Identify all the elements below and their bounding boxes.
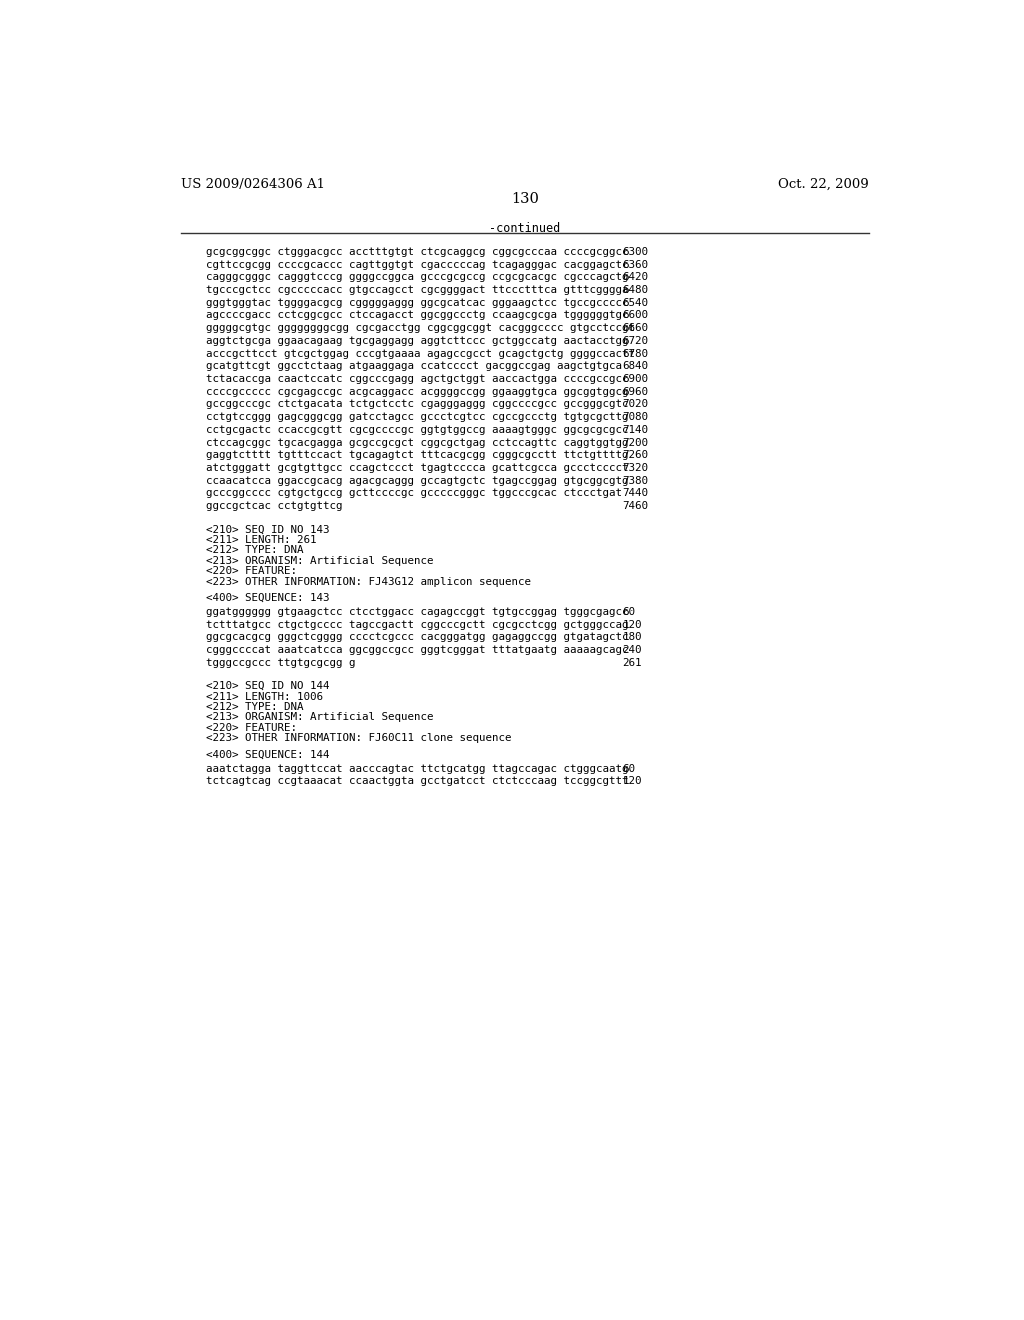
Text: 240: 240 bbox=[623, 645, 642, 655]
Text: gcccggcccc cgtgctgccg gcttccccgc gcccccgggc tggcccgcac ctccctgat: gcccggcccc cgtgctgccg gcttccccgc gcccccg… bbox=[206, 488, 622, 499]
Text: <210> SEQ ID NO 143: <210> SEQ ID NO 143 bbox=[206, 524, 329, 535]
Text: 6300: 6300 bbox=[623, 247, 648, 257]
Text: <213> ORGANISM: Artificial Sequence: <213> ORGANISM: Artificial Sequence bbox=[206, 556, 433, 566]
Text: US 2009/0264306 A1: US 2009/0264306 A1 bbox=[180, 178, 325, 190]
Text: 6720: 6720 bbox=[623, 335, 648, 346]
Text: ccaacatcca ggaccgcacg agacgcaggg gccagtgctc tgagccggag gtgcggcgtg: ccaacatcca ggaccgcacg agacgcaggg gccagtg… bbox=[206, 475, 628, 486]
Text: 7200: 7200 bbox=[623, 437, 648, 447]
Text: gcgcggcggc ctgggacgcc acctttgtgt ctcgcaggcg cggcgcccaa ccccgcggcc: gcgcggcggc ctgggacgcc acctttgtgt ctcgcag… bbox=[206, 247, 628, 257]
Text: <211> LENGTH: 1006: <211> LENGTH: 1006 bbox=[206, 692, 323, 702]
Text: Oct. 22, 2009: Oct. 22, 2009 bbox=[778, 178, 869, 190]
Text: tgcccgctcc cgcccccacc gtgccagcct cgcggggact ttccctttca gtttcgggga: tgcccgctcc cgcccccacc gtgccagcct cgcgggg… bbox=[206, 285, 628, 296]
Text: tctacaccga caactccatc cggcccgagg agctgctggt aaccactgga ccccgccgcc: tctacaccga caactccatc cggcccgagg agctgct… bbox=[206, 374, 628, 384]
Text: ccccgccccc cgcgagccgc acgcaggacc acggggccgg ggaaggtgca ggcggtggcg: ccccgccccc cgcgagccgc acgcaggacc acggggc… bbox=[206, 387, 628, 397]
Text: 130: 130 bbox=[511, 193, 539, 206]
Text: ggcgcacgcg gggctcgggg cccctcgccc cacgggatgg gagaggccgg gtgatagctc: ggcgcacgcg gggctcgggg cccctcgccc cacggga… bbox=[206, 632, 628, 643]
Text: cagggcgggc cagggtcccg ggggccggca gcccgcgccg ccgcgcacgc cgcccagctg: cagggcgggc cagggtcccg ggggccggca gcccgcg… bbox=[206, 272, 628, 282]
Text: 180: 180 bbox=[623, 632, 642, 643]
Text: <220> FEATURE:: <220> FEATURE: bbox=[206, 723, 297, 733]
Text: 6840: 6840 bbox=[623, 362, 648, 371]
Text: gaggtctttt tgtttccact tgcagagtct tttcacgcgg cgggcgcctt ttctgttttg: gaggtctttt tgtttccact tgcagagtct tttcacg… bbox=[206, 450, 628, 461]
Text: 6480: 6480 bbox=[623, 285, 648, 296]
Text: ggccgctcac cctgtgttcg: ggccgctcac cctgtgttcg bbox=[206, 502, 342, 511]
Text: tctcagtcag ccgtaaacat ccaactggta gcctgatcct ctctcccaag tccggcgttt: tctcagtcag ccgtaaacat ccaactggta gcctgat… bbox=[206, 776, 628, 787]
Text: 6360: 6360 bbox=[623, 260, 648, 269]
Text: gggtgggtac tggggacgcg cgggggaggg ggcgcatcac gggaagctcc tgccgccccc: gggtgggtac tggggacgcg cgggggaggg ggcgcat… bbox=[206, 298, 628, 308]
Text: 6960: 6960 bbox=[623, 387, 648, 397]
Text: 7260: 7260 bbox=[623, 450, 648, 461]
Text: gccggcccgc ctctgacata tctgctcctc cgagggaggg cggccccgcc gccgggcgtc: gccggcccgc ctctgacata tctgctcctc cgaggga… bbox=[206, 400, 628, 409]
Text: 7020: 7020 bbox=[623, 400, 648, 409]
Text: cctgtccggg gagcgggcgg gatcctagcc gccctcgtcc cgccgccctg tgtgcgcttg: cctgtccggg gagcgggcgg gatcctagcc gccctcg… bbox=[206, 412, 628, 422]
Text: 6420: 6420 bbox=[623, 272, 648, 282]
Text: 6540: 6540 bbox=[623, 298, 648, 308]
Text: ggatgggggg gtgaagctcc ctcctggacc cagagccggt tgtgccggag tgggcgagcc: ggatgggggg gtgaagctcc ctcctggacc cagagcc… bbox=[206, 607, 628, 616]
Text: 120: 120 bbox=[623, 619, 642, 630]
Text: cgggccccat aaatcatcca ggcggccgcc gggtcgggat tttatgaatg aaaaagcagc: cgggccccat aaatcatcca ggcggccgcc gggtcgg… bbox=[206, 645, 628, 655]
Text: <220> FEATURE:: <220> FEATURE: bbox=[206, 566, 297, 576]
Text: <400> SEQUENCE: 143: <400> SEQUENCE: 143 bbox=[206, 593, 329, 603]
Text: agccccgacc cctcggcgcc ctccagacct ggcggccctg ccaagcgcga tggggggtgc: agccccgacc cctcggcgcc ctccagacct ggcggcc… bbox=[206, 310, 628, 321]
Text: 7380: 7380 bbox=[623, 475, 648, 486]
Text: 7080: 7080 bbox=[623, 412, 648, 422]
Text: 6660: 6660 bbox=[623, 323, 648, 333]
Text: <223> OTHER INFORMATION: FJ60C11 clone sequence: <223> OTHER INFORMATION: FJ60C11 clone s… bbox=[206, 733, 511, 743]
Text: 6600: 6600 bbox=[623, 310, 648, 321]
Text: 60: 60 bbox=[623, 763, 636, 774]
Text: 120: 120 bbox=[623, 776, 642, 787]
Text: 261: 261 bbox=[623, 657, 642, 668]
Text: gggggcgtgc ggggggggcgg cgcgacctgg cggcggcggt cacgggcccc gtgcctccgt: gggggcgtgc ggggggggcgg cgcgacctgg cggcgg… bbox=[206, 323, 635, 333]
Text: gcatgttcgt ggcctctaag atgaaggaga ccatcccct gacggccgag aagctgtgca: gcatgttcgt ggcctctaag atgaaggaga ccatccc… bbox=[206, 362, 622, 371]
Text: <211> LENGTH: 261: <211> LENGTH: 261 bbox=[206, 535, 316, 545]
Text: acccgcttcct gtcgctggag cccgtgaaaa agagccgcct gcagctgctg ggggccactt: acccgcttcct gtcgctggag cccgtgaaaa agagcc… bbox=[206, 348, 635, 359]
Text: -continued: -continued bbox=[489, 222, 560, 235]
Text: 6900: 6900 bbox=[623, 374, 648, 384]
Text: 7440: 7440 bbox=[623, 488, 648, 499]
Text: <213> ORGANISM: Artificial Sequence: <213> ORGANISM: Artificial Sequence bbox=[206, 713, 433, 722]
Text: tctttatgcc ctgctgcccc tagccgactt cggcccgctt cgcgcctcgg gctgggccag: tctttatgcc ctgctgcccc tagccgactt cggcccg… bbox=[206, 619, 628, 630]
Text: <212> TYPE: DNA: <212> TYPE: DNA bbox=[206, 702, 303, 711]
Text: <400> SEQUENCE: 144: <400> SEQUENCE: 144 bbox=[206, 750, 329, 760]
Text: <212> TYPE: DNA: <212> TYPE: DNA bbox=[206, 545, 303, 556]
Text: 7140: 7140 bbox=[623, 425, 648, 434]
Text: cctgcgactc ccaccgcgtt cgcgccccgc ggtgtggccg aaaagtgggc ggcgcgcgcc: cctgcgactc ccaccgcgtt cgcgccccgc ggtgtgg… bbox=[206, 425, 628, 434]
Text: aggtctgcga ggaacagaag tgcgaggagg aggtcttccc gctggccatg aactacctgg: aggtctgcga ggaacagaag tgcgaggagg aggtctt… bbox=[206, 335, 628, 346]
Text: 6780: 6780 bbox=[623, 348, 648, 359]
Text: 60: 60 bbox=[623, 607, 636, 616]
Text: tgggccgccc ttgtgcgcgg g: tgggccgccc ttgtgcgcgg g bbox=[206, 657, 355, 668]
Text: 7320: 7320 bbox=[623, 463, 648, 473]
Text: <223> OTHER INFORMATION: FJ43G12 amplicon sequence: <223> OTHER INFORMATION: FJ43G12 amplico… bbox=[206, 577, 530, 586]
Text: aaatctagga taggttccat aacccagtac ttctgcatgg ttagccagac ctgggcaatg: aaatctagga taggttccat aacccagtac ttctgca… bbox=[206, 763, 628, 774]
Text: atctgggatt gcgtgttgcc ccagctccct tgagtcccca gcattcgcca gccctcccct: atctgggatt gcgtgttgcc ccagctccct tgagtcc… bbox=[206, 463, 628, 473]
Text: <210> SEQ ID NO 144: <210> SEQ ID NO 144 bbox=[206, 681, 329, 692]
Text: 7460: 7460 bbox=[623, 502, 648, 511]
Text: cgttccgcgg ccccgcaccc cagttggtgt cgacccccag tcagagggac cacggagctc: cgttccgcgg ccccgcaccc cagttggtgt cgacccc… bbox=[206, 260, 628, 269]
Text: ctccagcggc tgcacgagga gcgccgcgct cggcgctgag cctccagttc caggtggtgg: ctccagcggc tgcacgagga gcgccgcgct cggcgct… bbox=[206, 437, 628, 447]
